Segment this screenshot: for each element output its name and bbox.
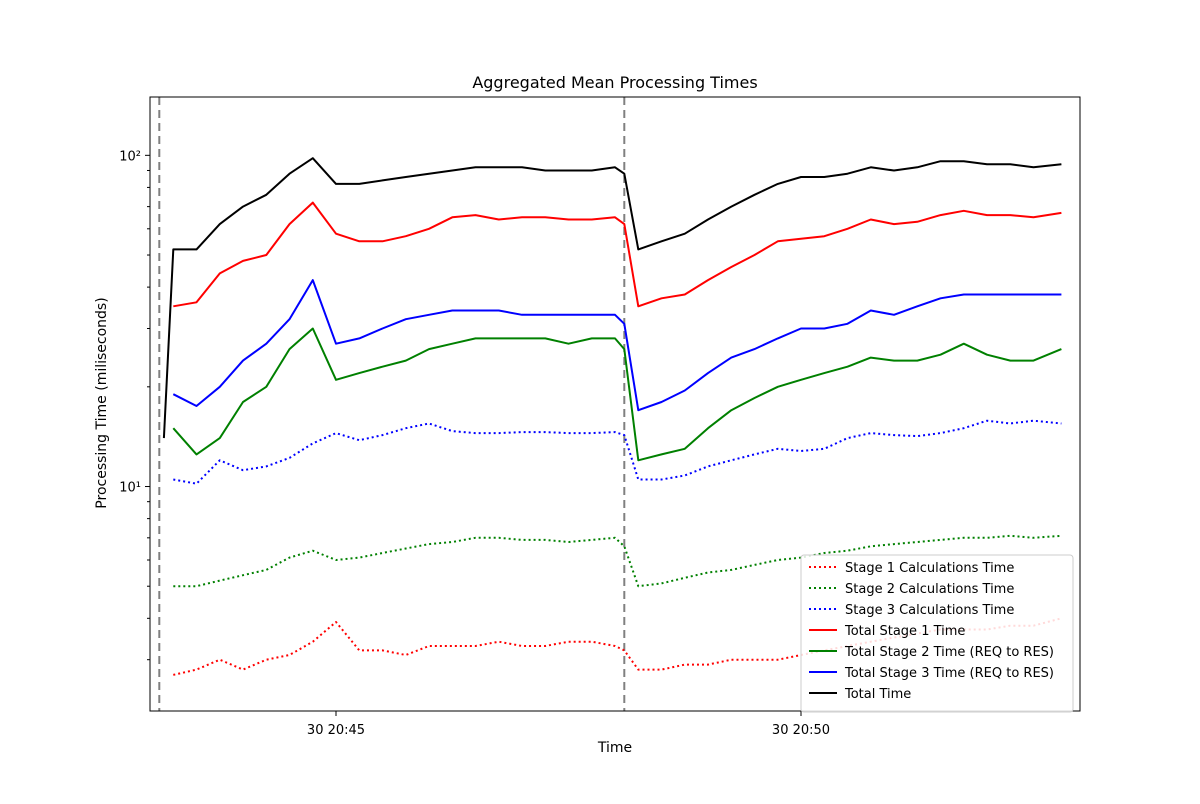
y-tick-label: 10² xyxy=(119,149,141,164)
axes-frame xyxy=(149,96,1081,712)
legend-label: Stage 3 Calculations Time xyxy=(845,603,1014,618)
series-line-5 xyxy=(172,327,1062,462)
y-axis-label: Processing Time (miliseconds) xyxy=(94,297,110,508)
legend-label: Stage 2 Calculations Time xyxy=(845,582,1014,597)
x-axis-label: Time xyxy=(597,740,632,756)
y-tick-label: 10¹ xyxy=(119,481,141,496)
legend-label: Total Stage 1 Time xyxy=(844,624,965,639)
legend-box xyxy=(800,554,1074,713)
x-tick-label: 30 20:50 xyxy=(772,723,830,738)
x-tick-label: 30 20:45 xyxy=(307,723,365,738)
series-line-3 xyxy=(173,419,1062,485)
legend-label: Stage 1 Calculations Time xyxy=(845,561,1014,576)
series-line-6 xyxy=(172,279,1062,412)
legend: Stage 1 Calculations Time Stage 2 Calcula… xyxy=(800,554,1074,713)
legend-label: Total Stage 3 Time (REQ to RES) xyxy=(844,666,1054,681)
legend-label: Total Stage 2 Time (REQ to RES) xyxy=(844,645,1054,660)
axes: 30 20:45 30 20:50 10¹ 10² xyxy=(119,96,1081,738)
chart-title: Aggregated Mean Processing Times xyxy=(472,73,757,92)
legend-label: Total Time xyxy=(844,687,911,702)
series-line-4 xyxy=(173,201,1062,308)
series-line-7 xyxy=(162,157,1062,439)
